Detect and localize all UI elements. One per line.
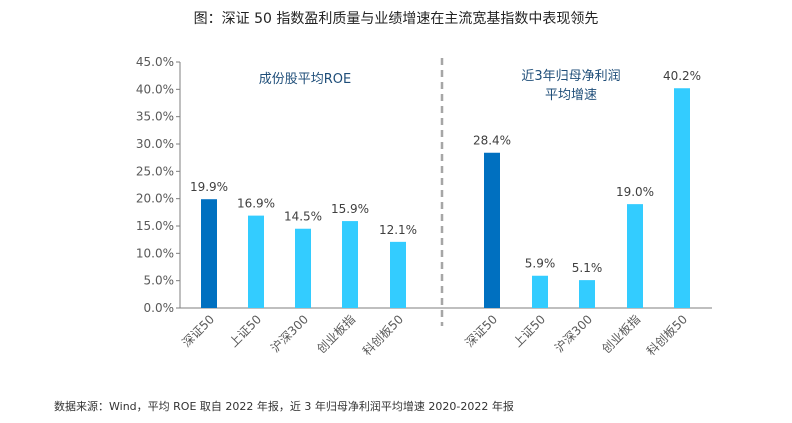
group-label-roe: 成份股平均ROE (259, 72, 351, 87)
bar (390, 241, 406, 308)
bar (674, 88, 690, 309)
x-tick-label: 沪深300 (268, 312, 311, 355)
data-label: 28.4% (473, 134, 511, 148)
data-label: 12.1% (379, 223, 417, 237)
x-tick-label: 科创板50 (360, 312, 406, 358)
data-label: 14.5% (284, 210, 322, 224)
bar (579, 280, 595, 308)
data-label: 40.2% (663, 69, 701, 83)
x-tick-label: 深证50 (179, 312, 217, 350)
x-tick-label: 沪深300 (552, 312, 595, 355)
y-tick-label: 10.0% (136, 246, 174, 260)
y-tick-label: 40.0% (136, 82, 174, 96)
bar (201, 199, 217, 308)
y-tick-label: 35.0% (136, 110, 174, 124)
data-label: 16.9% (237, 197, 275, 211)
x-tick-label: 创业板指 (599, 312, 644, 357)
x-tick-label: 上证50 (510, 312, 548, 350)
group-label-growth-line2: 平均增速 (545, 88, 597, 103)
x-tick-label: 创业板指 (314, 312, 359, 357)
x-tick-label: 深证50 (462, 312, 500, 350)
y-tick-label: 25.0% (136, 164, 174, 178)
data-label: 19.0% (616, 185, 654, 199)
y-tick-label: 45.0% (136, 55, 174, 69)
data-label: 19.9% (190, 180, 228, 194)
y-tick-label: 20.0% (136, 192, 174, 206)
bar (532, 275, 548, 308)
bar (627, 204, 643, 308)
x-tick-label: 科创板50 (644, 312, 690, 358)
bar (295, 228, 311, 308)
chart-title: 图：深证 50 指数盈利质量与业绩增速在主流宽基指数中表现领先 (193, 11, 599, 27)
bar (484, 152, 500, 308)
bar (248, 215, 264, 308)
y-tick-label: 30.0% (136, 137, 174, 151)
data-label: 5.9% (525, 257, 556, 271)
y-tick-label: 0.0% (144, 301, 175, 315)
bar (342, 221, 358, 308)
group-label-growth-line1: 近3年归母净利润 (521, 69, 620, 84)
data-label: 5.1% (572, 261, 603, 275)
y-tick-label: 5.0% (144, 274, 175, 288)
y-tick-label: 15.0% (136, 219, 174, 233)
data-label: 15.9% (331, 202, 369, 216)
source-note: 数据来源：Wind，平均 ROE 取自 2022 年报，近 3 年归母净利润平均… (54, 400, 514, 413)
x-tick-label: 上证50 (226, 312, 264, 350)
